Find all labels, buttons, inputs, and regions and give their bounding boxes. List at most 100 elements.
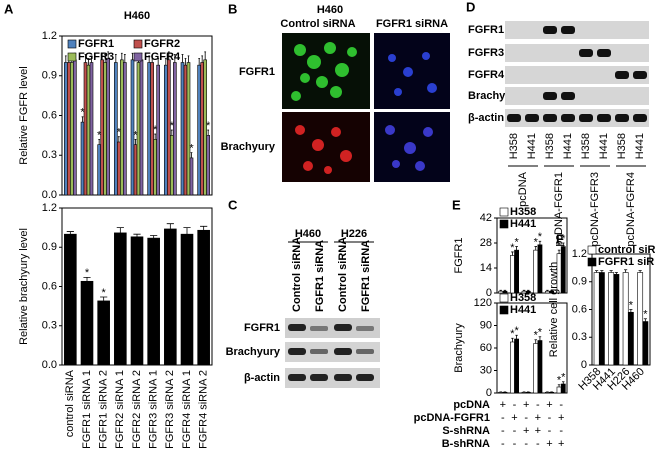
- x-tick-label: FGFR1 siRNA 2: [98, 370, 110, 449]
- bar: [544, 391, 550, 394]
- significance-marker: *: [514, 236, 519, 248]
- lane-label: H358: [616, 133, 628, 159]
- bar: [64, 233, 77, 366]
- blot-band: [543, 114, 557, 122]
- y-tick-label: 42: [480, 212, 492, 224]
- group-label: pcDNA-FGFR4: [625, 172, 637, 247]
- y-tick-label: 30: [480, 364, 492, 376]
- condition-sign: +: [500, 399, 506, 411]
- significance-marker: *: [510, 242, 515, 254]
- error-bar: [600, 270, 604, 273]
- blot-strip: [505, 44, 649, 62]
- row-label: FGFR4: [468, 69, 505, 81]
- bar: [200, 62, 204, 196]
- error-bar: [538, 240, 542, 245]
- column-label: FGFR1 siRNA: [376, 18, 448, 30]
- bar: [170, 135, 174, 196]
- bar: [593, 272, 600, 366]
- y-tick-label: 0.0: [42, 359, 57, 371]
- significance-marker: *: [206, 120, 211, 132]
- blot-band: [615, 114, 629, 122]
- x-tick-label: FGFR4 siRNA 1: [181, 370, 193, 449]
- significance-marker: *: [510, 328, 515, 340]
- condition-sign: -: [513, 425, 517, 437]
- blot-band: [543, 92, 557, 100]
- legend-swatch: [499, 219, 509, 229]
- error-bar: [609, 270, 613, 273]
- significance-marker: *: [170, 120, 175, 132]
- bar: [106, 58, 110, 196]
- legend-swatch: [587, 257, 597, 267]
- error-bar: [157, 58, 160, 66]
- significance-marker: *: [117, 127, 122, 139]
- bar: [83, 62, 88, 196]
- error-bar: [181, 54, 184, 63]
- significance-marker: *: [561, 372, 566, 384]
- y-tick-label: 90: [480, 319, 492, 331]
- error-bar: [515, 246, 518, 251]
- bar: [642, 321, 649, 366]
- significance-marker: *: [534, 236, 539, 248]
- row-label: S-shRNA: [442, 425, 490, 437]
- legend-label: H441: [510, 218, 536, 230]
- y-tick-label: 0.3: [42, 320, 57, 332]
- bar: [537, 244, 543, 294]
- y-tick-label: 0.6: [572, 303, 587, 315]
- row-label: FGFR1: [468, 24, 504, 36]
- lane-label: H441: [634, 133, 646, 159]
- y-tick-label: 0: [581, 359, 587, 371]
- lane-label: FGFR1 siRNA: [360, 240, 372, 312]
- error-bar: [511, 251, 514, 256]
- legend-swatch: [133, 39, 143, 49]
- condition-sign: +: [535, 412, 541, 424]
- group-label: pcDNA: [517, 171, 529, 207]
- error-bar: [201, 55, 204, 63]
- row-label: Brachyury: [221, 141, 276, 153]
- condition-sign: -: [548, 425, 552, 437]
- condition-sign: +: [558, 438, 564, 450]
- bar: [560, 383, 566, 394]
- bar: [183, 64, 188, 196]
- y-axis-label: FGFR1: [453, 237, 465, 273]
- significance-marker: *: [85, 267, 90, 279]
- blot-band: [561, 26, 575, 34]
- bar: [73, 59, 77, 196]
- error-bar: [643, 318, 647, 322]
- condition-sign: -: [513, 438, 517, 450]
- significance-marker: *: [561, 233, 566, 245]
- bar: [521, 391, 527, 394]
- condition-sign: +: [546, 438, 552, 450]
- error-bar: [557, 249, 561, 254]
- condition-sign: -: [559, 425, 563, 437]
- bar: [89, 62, 94, 196]
- legend-swatch: [499, 293, 509, 303]
- panel-label: F: [556, 231, 564, 246]
- panel-label: D: [466, 0, 475, 14]
- bar: [117, 141, 121, 196]
- legend-swatch: [133, 52, 143, 62]
- condition-sign: -: [501, 412, 505, 424]
- bar: [80, 121, 85, 196]
- row-label: β-actin: [468, 112, 504, 124]
- condition-sign: +: [546, 399, 552, 411]
- bar: [622, 272, 629, 366]
- error-bar: [131, 52, 134, 60]
- error-bar: [116, 227, 124, 233]
- bar: [139, 59, 144, 196]
- y-tick-label: 0.6: [42, 280, 57, 292]
- significance-marker: *: [80, 107, 85, 119]
- error-bar: [83, 276, 91, 282]
- bar: [537, 340, 543, 394]
- lane-label: FGFR1 siRNA: [314, 240, 326, 312]
- error-bar: [198, 58, 201, 66]
- condition-sign: -: [501, 425, 505, 437]
- y-tick-label: 0: [486, 387, 492, 399]
- condition-sign: -: [524, 438, 528, 450]
- error-bar: [114, 54, 117, 63]
- lane-label: Control siRNA: [337, 237, 349, 312]
- blot-strip: [505, 109, 649, 127]
- error-bar: [81, 116, 84, 123]
- error-bar: [522, 289, 526, 292]
- legend-label: FGFR4: [144, 51, 181, 63]
